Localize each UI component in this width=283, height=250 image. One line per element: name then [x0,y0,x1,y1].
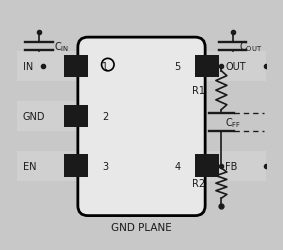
Text: R1: R1 [192,86,205,96]
Bar [17,102,90,131]
Text: 5: 5 [175,62,181,72]
Text: 1: 1 [102,62,108,72]
Bar [17,52,90,82]
Text: 3: 3 [102,161,108,171]
Text: EN: EN [23,161,37,171]
Text: IN: IN [23,62,33,72]
Bar [195,56,219,78]
Bar [64,105,88,128]
Bar [195,52,266,82]
Text: FB: FB [225,161,237,171]
Text: OUT: OUT [225,62,246,72]
Circle shape [102,59,114,72]
Bar [64,56,88,78]
Text: 2: 2 [102,111,108,121]
Text: $\mathregular{C_{FF}}$: $\mathregular{C_{FF}}$ [225,116,241,130]
Bar [195,155,219,177]
Bar [17,151,90,181]
FancyBboxPatch shape [78,38,205,216]
Text: GND PLANE: GND PLANE [111,222,172,232]
Bar [195,151,266,181]
Text: GND: GND [23,111,46,121]
Text: $\mathregular{C_{OUT}}$: $\mathregular{C_{OUT}}$ [239,40,262,54]
Text: 4: 4 [175,161,181,171]
Text: R2: R2 [192,178,205,188]
Text: $\mathregular{C_{IN}}$: $\mathregular{C_{IN}}$ [54,40,69,54]
Bar [64,155,88,177]
